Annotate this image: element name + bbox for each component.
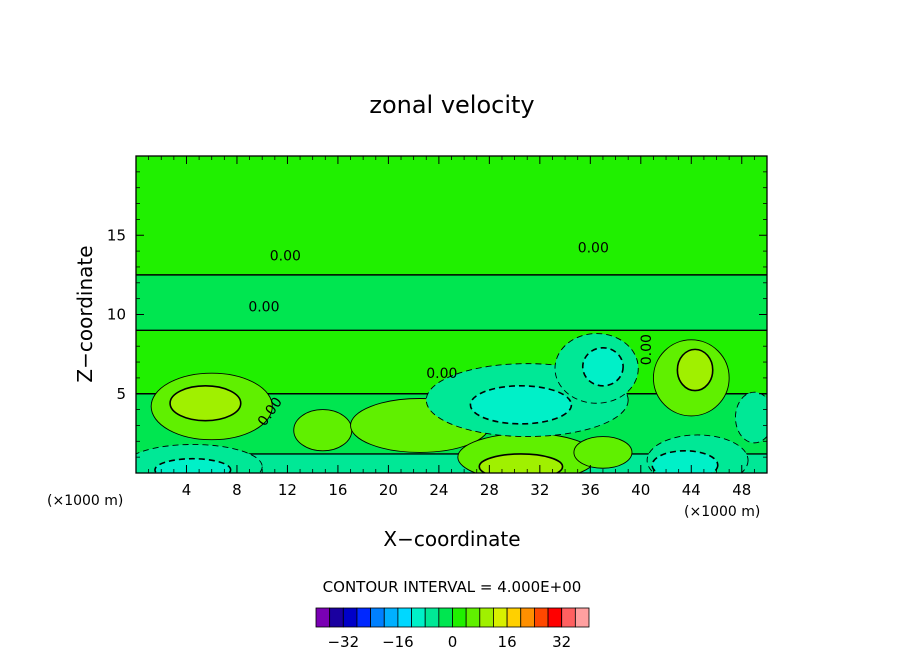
colorbar-swatch bbox=[493, 607, 508, 628]
contour-feature bbox=[676, 348, 714, 392]
x-tick-label: 32 bbox=[530, 481, 549, 499]
colorbar-swatch bbox=[574, 607, 590, 628]
y-tick-label: 15 bbox=[107, 226, 126, 244]
colorbar-swatch bbox=[506, 607, 522, 628]
contour-feature bbox=[651, 450, 719, 473]
contour-label: 0.00 bbox=[248, 299, 279, 315]
x-tick-label: 28 bbox=[480, 481, 499, 499]
contour-interval-label: CONTOUR INTERVAL = 4.000E+00 bbox=[323, 578, 582, 596]
colorbar-swatch bbox=[383, 607, 399, 628]
x-tick-label: 44 bbox=[682, 481, 701, 499]
contour-feature bbox=[735, 391, 767, 444]
y-axis: 5 10 15 bbox=[107, 171, 767, 458]
colorbar-swatch bbox=[452, 607, 467, 628]
colorbar-swatch bbox=[424, 607, 440, 628]
colorbar-ticks: −32 −16 0 16 32 bbox=[327, 633, 571, 651]
colorbar-swatch bbox=[411, 607, 426, 628]
colorbar-swatch bbox=[479, 607, 494, 628]
colorbar-tick-label: −32 bbox=[327, 633, 359, 651]
contour-feature bbox=[293, 409, 353, 452]
colorbar-swatch bbox=[356, 607, 372, 628]
x-axis: 4 8 12 16 20 24 28 32 36 40 44 48 bbox=[148, 156, 755, 499]
colorbar-tick-label: 32 bbox=[552, 633, 571, 651]
plot-area: 0.000.000.000.000.000.00 bbox=[135, 155, 768, 474]
x-tick-label: 16 bbox=[328, 481, 347, 499]
contour-feature bbox=[478, 453, 564, 473]
y-tick-label: 10 bbox=[107, 306, 126, 324]
x-unit-left: (×1000 m) bbox=[47, 493, 123, 509]
y-tick-label: 5 bbox=[116, 385, 126, 403]
x-axis-label: X−coordinate bbox=[383, 527, 520, 551]
contour-feature bbox=[469, 385, 573, 425]
contour-label: 0.00 bbox=[270, 249, 301, 265]
x-tick-label: 8 bbox=[232, 481, 242, 499]
x-tick-label: 4 bbox=[182, 481, 192, 499]
contour-label: 0.00 bbox=[639, 334, 655, 365]
colorbar-tick-label: 16 bbox=[498, 633, 517, 651]
colorbar-swatch bbox=[370, 607, 385, 628]
contour-feature bbox=[154, 457, 232, 473]
colorbar-swatch bbox=[547, 607, 563, 628]
x-tick-label: 24 bbox=[429, 481, 448, 499]
colorbar-swatch bbox=[342, 607, 358, 628]
colorbar-tick-label: −16 bbox=[382, 633, 414, 651]
contour-label: 0.00 bbox=[578, 241, 609, 257]
colorbar-swatch bbox=[397, 607, 412, 628]
colorbar-swatch bbox=[561, 607, 576, 628]
x-tick-label: 20 bbox=[379, 481, 398, 499]
contour-feature bbox=[169, 385, 242, 422]
contour-label: 0.00 bbox=[426, 366, 457, 382]
colorbar-swatch bbox=[438, 607, 453, 628]
x-unit-right: (×1000 m) bbox=[684, 504, 760, 520]
colorbar-swatch bbox=[315, 607, 331, 628]
chart-title: zonal velocity bbox=[369, 91, 534, 119]
x-tick-label: 48 bbox=[732, 481, 751, 499]
x-tick-label: 40 bbox=[631, 481, 650, 499]
colorbar-swatch bbox=[465, 607, 481, 628]
contour-feature bbox=[581, 346, 624, 387]
colorbar bbox=[315, 607, 590, 628]
x-tick-label: 12 bbox=[278, 481, 297, 499]
colorbar-swatch bbox=[329, 607, 344, 628]
x-tick-label: 36 bbox=[581, 481, 600, 499]
colorbar-swatch bbox=[520, 607, 535, 628]
contour-feature bbox=[573, 436, 633, 469]
y-axis-label: Z−coordinate bbox=[73, 245, 97, 382]
colorbar-swatch bbox=[534, 607, 549, 628]
colorbar-tick-label: 0 bbox=[448, 633, 458, 651]
